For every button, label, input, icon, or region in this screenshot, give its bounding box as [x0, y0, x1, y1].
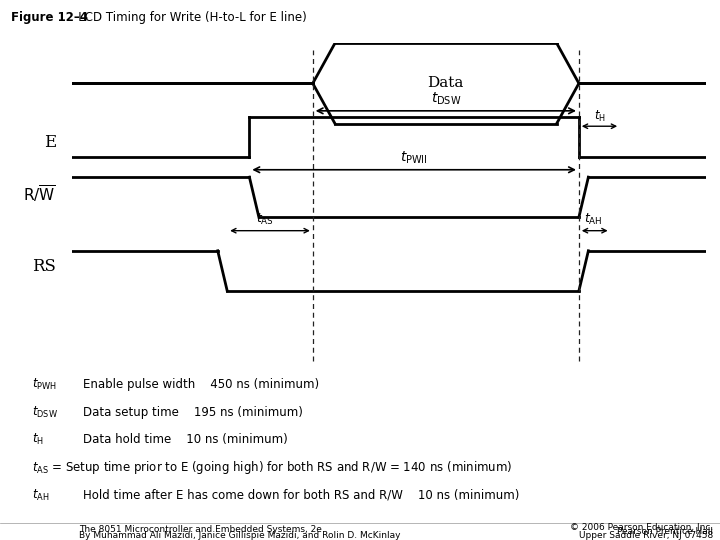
Text: $t_{\rm DSW}$: $t_{\rm DSW}$: [431, 90, 461, 107]
Text: Figure 12–4: Figure 12–4: [11, 11, 88, 24]
Text: © 2006 Pearson Education, Inc.: © 2006 Pearson Education, Inc.: [570, 523, 713, 531]
Text: Enable pulse width    450 ns (minimum): Enable pulse width 450 ns (minimum): [83, 378, 319, 391]
Text: $t_{\rm PWII}$: $t_{\rm PWII}$: [400, 150, 428, 166]
Text: R/$\overline{\rm W}$: R/$\overline{\rm W}$: [23, 183, 56, 204]
Text: E: E: [44, 134, 56, 152]
Text: The 8051 Microcontroller and Embedded Systems, 2e: The 8051 Microcontroller and Embedded Sy…: [79, 525, 322, 534]
Text: RS: RS: [32, 258, 56, 275]
Text: Data: Data: [428, 76, 464, 90]
Text: Education: Education: [21, 518, 50, 523]
Text: $t_{\rm AH}$: $t_{\rm AH}$: [32, 488, 50, 503]
Text: Data hold time    10 ns (minimum): Data hold time 10 ns (minimum): [83, 433, 287, 446]
Text: Hold time after E has come down for both RS and R/W    10 ns (minimum): Hold time after E has come down for both…: [83, 489, 519, 502]
Text: $t_{\rm AS}$ = Setup time prior to E (going high) for both RS and R/W = 140 ns (: $t_{\rm AS}$ = Setup time prior to E (go…: [32, 459, 513, 476]
Text: $t_{\rm DSW}$: $t_{\rm DSW}$: [32, 404, 58, 420]
Text: By Muhammad Ali Mazidi, Janice Gillispie Mazidi, and Rolin D. McKinlay: By Muhammad Ali Mazidi, Janice Gillispie…: [79, 531, 401, 539]
Text: $t_{\rm AH}$: $t_{\rm AH}$: [583, 212, 602, 227]
Text: PEARSON: PEARSON: [19, 501, 53, 506]
Text: LCD Timing for Write (H-to-L for E line): LCD Timing for Write (H-to-L for E line): [67, 11, 307, 24]
Text: Data setup time    195 ns (minimum): Data setup time 195 ns (minimum): [83, 406, 302, 419]
Text: Upper Saddle River, NJ 07458: Upper Saddle River, NJ 07458: [579, 531, 713, 540]
Text: $t_{\rm PWH}$: $t_{\rm PWH}$: [32, 377, 58, 392]
Text: $t_{\rm H}$: $t_{\rm H}$: [32, 432, 45, 447]
Text: $t_{\rm H}$: $t_{\rm H}$: [593, 109, 606, 124]
Text: Pearson Prentice Hall: Pearson Prentice Hall: [617, 527, 713, 536]
Text: $t_{\rm AS}$: $t_{\rm AS}$: [256, 212, 274, 227]
